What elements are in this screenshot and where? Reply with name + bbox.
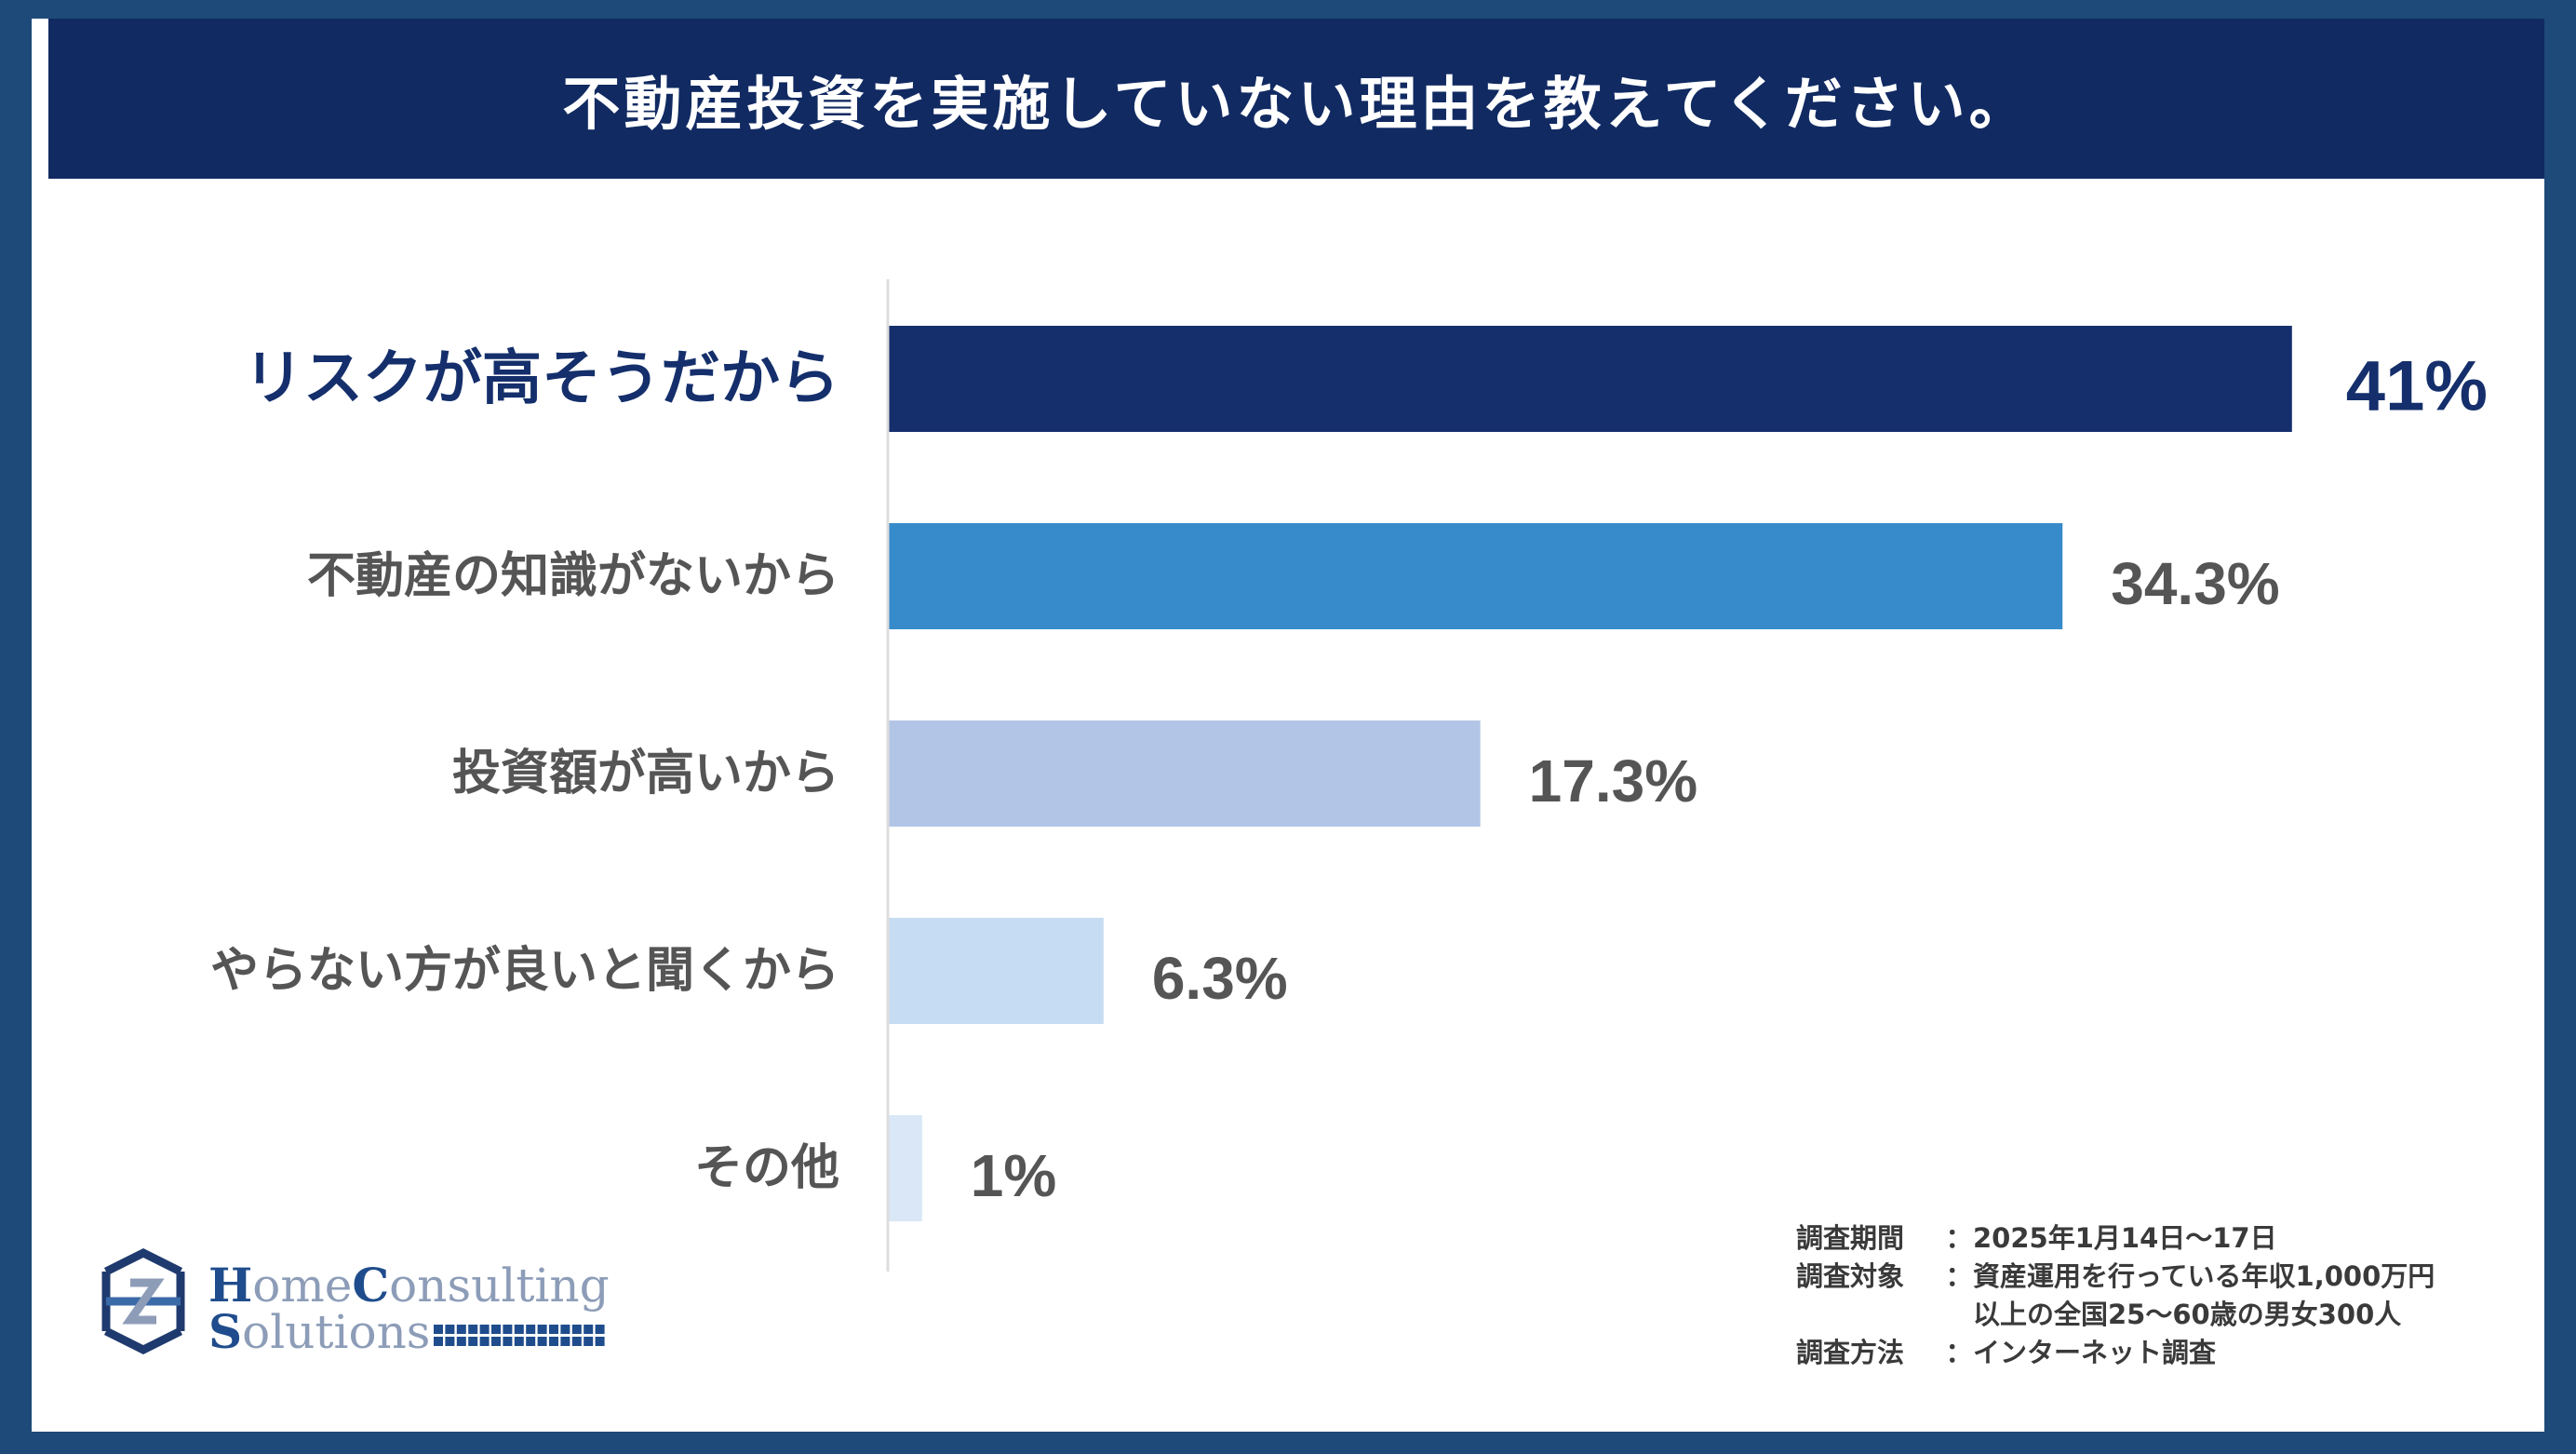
chart-card: 不動産投資を実施していない理由を教えてください。 リスクが高そうだから 41% 不動… [32,19,2544,1432]
survey-note-row: 調査対象 ：資産運用を行っている年収1,000万円 [1796,1258,2435,1296]
value-label-4: 1% [971,1142,1057,1209]
logo-line-1: HomeConsulting [208,1258,610,1313]
bar-3 [888,918,1104,1024]
title-bar: 不動産投資を実施していない理由を教えてください。 [48,19,2544,179]
survey-note-value: 資産運用を行っている年収1,000万円 [1973,1260,2435,1292]
logo-line-2: Solutions [208,1309,610,1355]
survey-note-row: 以上の全国25～60歳の男女300人 [1796,1296,2435,1334]
survey-note-value: 以上の全国25～60歳の男女300人 [1973,1299,2402,1330]
bar-4 [888,1115,922,1221]
value-label-3: 6.3% [1152,945,1288,1012]
survey-note-separator: ： [1945,1260,1973,1292]
company-logo: HomeConsulting Solutions [87,1245,683,1385]
survey-note-separator [1945,1296,1973,1334]
survey-note-key: 調査対象 [1796,1260,1905,1292]
survey-note-value: インターネット調査 [1973,1337,2217,1368]
category-label-3: やらない方が良いと聞くから [210,943,839,999]
category-label-2: 投資額が高いから [452,746,839,801]
survey-note-value: 2025年1月14日～17日 [1973,1222,2277,1254]
survey-note-key: 調査期間 [1796,1222,1905,1254]
value-label-0: 41% [2346,347,2488,426]
page-title: 不動産投資を実施していない理由を教えてください。 [562,70,2031,138]
logo-wordmark: HomeConsulting Solutions [208,1258,610,1356]
hcs-logo-mark-icon [101,1247,185,1355]
bar-chart: リスクが高そうだから 41% 不動産の知識がないから 34.3% 投資額が高いから 17.… [210,279,2488,1272]
bar-1 [888,523,2063,629]
survey-note-key [1796,1296,1945,1334]
survey-note-row: 調査方法 ：インターネット調査 [1796,1334,2435,1372]
survey-note-separator: ： [1945,1222,1973,1254]
value-label-1: 34.3% [2111,550,2279,617]
survey-notes: 調査期間： 2025年1月14日～17日 調査対象：資産運用を行っている年収1,00… [1796,1219,2435,1372]
survey-note-key: 調査方法 [1796,1337,1905,1368]
category-label-1: 不動産の知識がないから [307,548,839,604]
survey-note-row: 調査期間 ： 2025年1月14日～17日 [1796,1219,2435,1258]
bar-2 [888,720,1481,827]
bar-0 [888,326,2292,432]
category-label-0: リスクが高そうだから [244,344,839,413]
logo-squares-icon [434,1325,606,1346]
category-label-4: その他 [694,1140,839,1196]
survey-note-separator: ： [1945,1337,1973,1368]
value-label-2: 17.3% [1529,747,1697,815]
